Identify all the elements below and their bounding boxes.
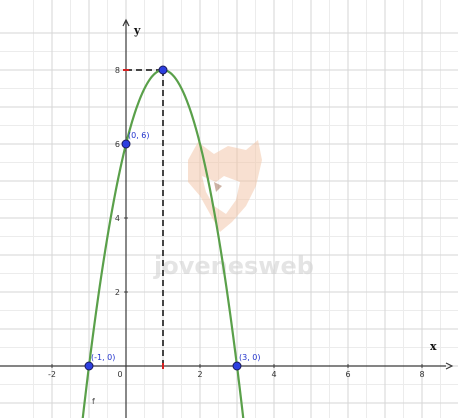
x-axis-label: x: [430, 340, 437, 353]
data-point[interactable]: [121, 139, 131, 149]
x-tick-label: -2: [48, 370, 56, 379]
y-axis-arrow: [122, 18, 130, 27]
labels-layer: x y f: [92, 24, 437, 406]
y-tick-label: 2: [115, 288, 120, 297]
x-axis-arrow: [445, 362, 454, 370]
y-axis-label: y: [133, 24, 141, 37]
y-tick-label: 8: [115, 66, 120, 75]
y-tick-label: 4: [115, 214, 120, 223]
point-label: (0, 6): [128, 131, 150, 140]
x-tick-label: 6: [345, 370, 350, 379]
x-tick-label: 4: [271, 370, 276, 379]
vertex-guides: [123, 69, 164, 369]
tick-labels: -2 0 2 4 6 8 2 4 6 8: [48, 66, 425, 379]
x-tick-label: 0: [117, 370, 122, 379]
data-point[interactable]: [84, 361, 94, 371]
watermark: jovenesweb: [153, 140, 314, 280]
axes: [0, 18, 454, 418]
data-point[interactable]: [158, 65, 168, 75]
x-tick-label: 8: [419, 370, 424, 379]
fox-logo-icon: [188, 140, 262, 232]
function-label: f: [92, 397, 95, 406]
watermark-text: jovenesweb: [153, 252, 314, 280]
points-layer[interactable]: (0, 6) (-1, 0) (3, 0): [84, 65, 261, 371]
point-label: (-1, 0): [91, 353, 115, 362]
x-tick-label: 2: [197, 370, 202, 379]
data-point[interactable]: [232, 361, 242, 371]
y-tick-label: 6: [115, 140, 120, 149]
point-label: (3, 0): [239, 353, 261, 362]
